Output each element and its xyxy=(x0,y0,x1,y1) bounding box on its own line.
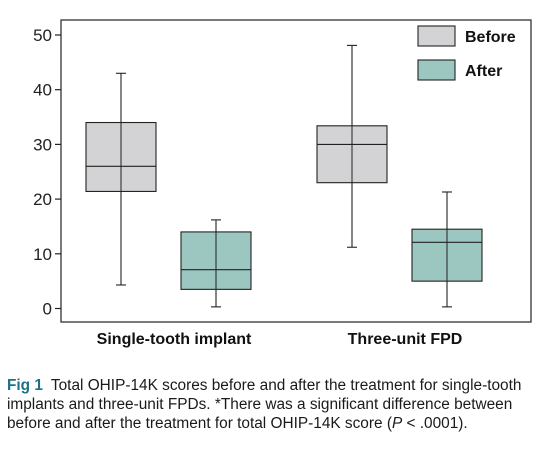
legend-swatch-before xyxy=(417,25,456,47)
y-tick-label: 40 xyxy=(33,81,52,100)
box-plot-chart: 0 10 20 30 40 50 Single-tooth implant Three-un… xyxy=(33,19,532,348)
category-label: Three-unit FPD xyxy=(348,331,463,348)
y-tick-label: 10 xyxy=(33,245,52,264)
figure-label: Fig 1 xyxy=(7,377,43,394)
figure-caption: Fig 1 Total OHIP-14K scores before and af… xyxy=(7,376,539,433)
legend-swatch-after xyxy=(417,59,456,81)
plot-frame xyxy=(60,19,532,323)
y-tick-label: 20 xyxy=(33,190,52,209)
caption-text: Total OHIP-14K scores before and after t… xyxy=(7,377,522,432)
y-axis: 0 10 20 30 40 50 xyxy=(33,26,61,319)
box-after-1 xyxy=(180,219,252,308)
caption-text-end: < .0001). xyxy=(402,415,468,432)
legend-label-after: After xyxy=(465,63,502,80)
box-after-2 xyxy=(411,191,483,308)
legend: Before After xyxy=(417,25,516,81)
y-tick-label: 30 xyxy=(33,135,52,154)
box-before-2 xyxy=(316,44,388,248)
x-axis-labels: Single-tooth implant Three-unit FPD xyxy=(97,331,463,348)
legend-label-before: Before xyxy=(465,29,516,46)
y-tick-label: 0 xyxy=(43,300,52,319)
y-tick-label: 50 xyxy=(33,26,52,45)
caption-p-symbol: P xyxy=(391,415,403,432)
box-before-1 xyxy=(85,72,157,286)
category-label: Single-tooth implant xyxy=(97,331,252,348)
boxes xyxy=(85,44,483,308)
